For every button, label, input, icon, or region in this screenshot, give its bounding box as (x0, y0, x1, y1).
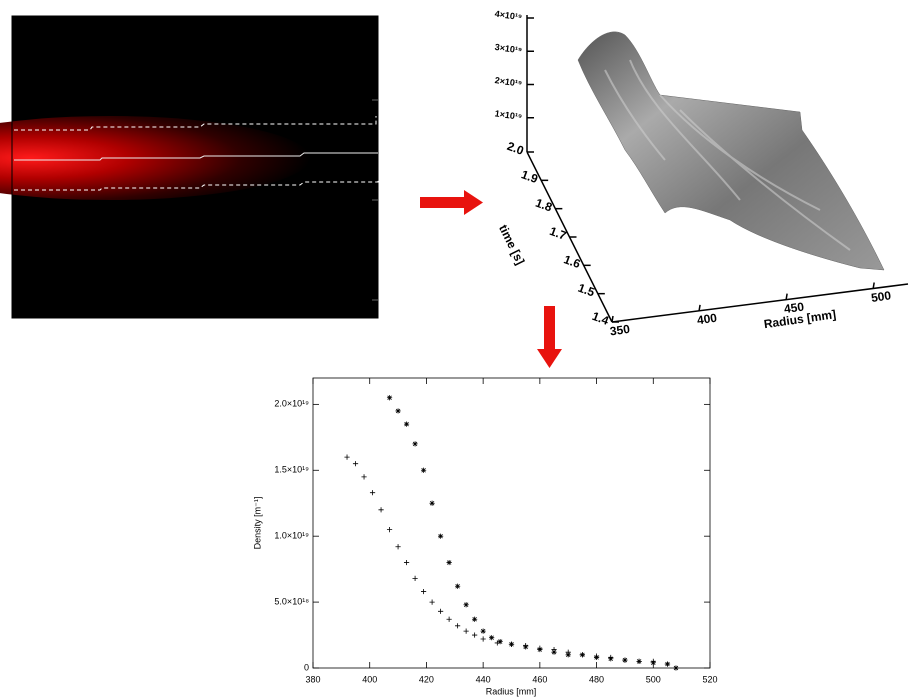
y-tick-label: 2.0×10¹⁹ (274, 399, 309, 409)
point (412, 441, 418, 447)
point (420, 467, 427, 473)
point (463, 602, 469, 608)
x-tick-label: 420 (419, 674, 434, 684)
y-axis-label: time [s] (496, 222, 527, 267)
point (497, 639, 503, 645)
point (650, 658, 656, 665)
point (579, 652, 585, 658)
point (489, 635, 495, 641)
point (565, 649, 571, 655)
arrow (420, 190, 483, 215)
heatmap-image (0, 15, 379, 319)
point (565, 652, 571, 658)
x-tick-label: 520 (702, 674, 717, 684)
point (369, 490, 376, 496)
tick-mark (698, 304, 701, 311)
point (593, 653, 600, 659)
point (622, 657, 628, 663)
point (463, 628, 469, 634)
x-tick-label: 380 (305, 674, 320, 684)
point (344, 454, 350, 460)
y-tick-label: 0 (304, 662, 309, 672)
z-tick-label: 3×10¹⁹ (494, 42, 523, 56)
point (378, 507, 384, 513)
point (455, 583, 461, 589)
point (403, 421, 410, 427)
z-tick-label: 4×10¹⁹ (494, 9, 523, 23)
point (472, 616, 478, 622)
y-axis-label: Density [m⁻¹] (252, 497, 262, 550)
y-tick-label: 1.6 (562, 252, 583, 271)
point (361, 474, 367, 480)
point (551, 649, 557, 655)
point (395, 408, 401, 414)
plot-frame: Density [m⁻¹] Radius [mm] (252, 377, 711, 696)
point (523, 642, 529, 649)
point (386, 526, 393, 533)
surface (577, 31, 885, 271)
point (446, 559, 452, 566)
arrow (537, 306, 562, 368)
x-tick-label: 350 (609, 322, 631, 339)
y-tick-label: 1.4 (590, 309, 611, 328)
point (446, 616, 452, 622)
x-axis-label: Radius [mm] (486, 686, 537, 696)
x-tick-label: 500 (646, 674, 661, 684)
z-tick-label: 1×10¹⁹ (494, 108, 523, 122)
tick-mark (785, 293, 788, 300)
x-tick-label: 460 (532, 674, 547, 684)
x-tick-label: 400 (696, 311, 718, 328)
point (537, 645, 543, 651)
tick-mark (611, 315, 614, 323)
point (395, 544, 401, 550)
point (494, 640, 500, 646)
y-tick-label: 1.8 (534, 196, 555, 215)
x-tick-label: 500 (870, 288, 892, 305)
point (636, 658, 642, 665)
x-tick-label: 400 (362, 674, 377, 684)
point (551, 646, 557, 653)
point (352, 461, 359, 467)
x-tick-label: 450 (783, 299, 805, 316)
x-tick-label: 440 (476, 674, 491, 684)
point (608, 654, 614, 661)
point (429, 599, 435, 605)
z-tick-label: 2×10¹⁹ (494, 75, 523, 89)
x-tick-label: 480 (589, 674, 604, 684)
y-tick-label: 2.0 (505, 139, 526, 158)
point (438, 533, 444, 539)
point (403, 559, 410, 566)
point (429, 500, 435, 506)
tick-mark (872, 282, 875, 289)
point (412, 575, 418, 581)
point (480, 636, 486, 642)
point (664, 661, 671, 667)
point (455, 623, 461, 629)
y-tick-label: 1.0×10¹⁹ (274, 531, 309, 541)
point (438, 608, 444, 614)
point (480, 628, 486, 634)
y-tick-label: 5.0×10¹⁸ (274, 596, 309, 606)
y-tick-label: 1.7 (548, 224, 569, 243)
point (508, 641, 515, 647)
point (420, 588, 427, 595)
y-tick-label: 1.5×10¹⁹ (274, 465, 309, 475)
point (386, 395, 393, 401)
y-tick-label: 1.9 (519, 167, 540, 186)
point (472, 632, 478, 638)
point (673, 665, 679, 671)
y-tick-label: 1.5 (576, 281, 597, 300)
